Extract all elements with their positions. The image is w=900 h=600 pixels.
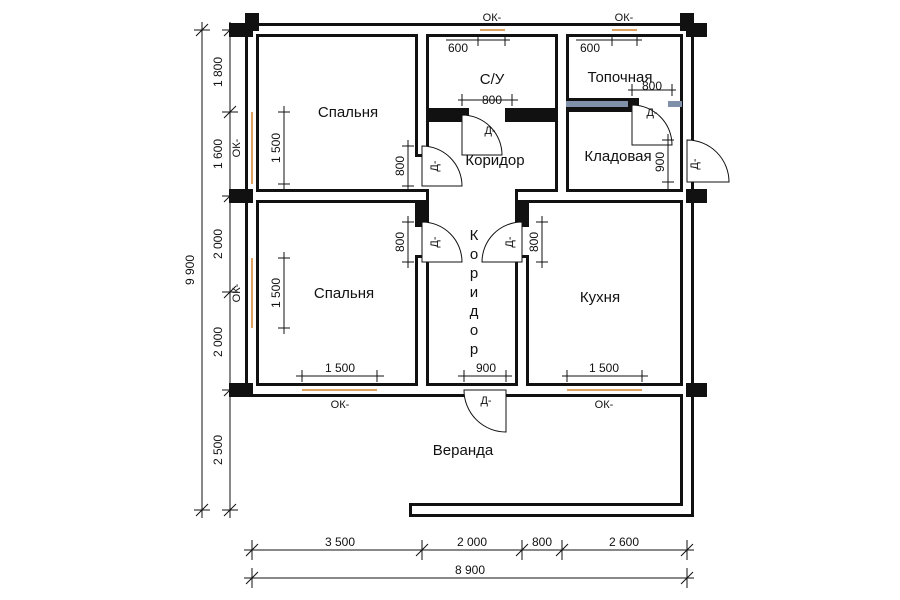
room-bedroom-bottom: Спальня xyxy=(314,285,374,302)
dim-bath-window: 600 xyxy=(448,41,468,55)
dim-bottom-2: 800 xyxy=(532,535,552,549)
svg-text:К: К xyxy=(470,227,479,244)
dim-bedroom-top-door: 800 xyxy=(393,156,407,176)
dim-bedroom-top-window: 1 500 xyxy=(269,133,283,163)
tag-window-kitchen: ОК- xyxy=(595,399,614,411)
svg-text:о: о xyxy=(470,246,478,263)
dim-left-0: 1 800 xyxy=(211,57,225,87)
tag-window-bedroom-bottom-side: ОК- xyxy=(231,283,243,302)
tag-door-bath: Д- xyxy=(484,125,495,137)
room-kitchen: Кухня xyxy=(580,289,620,306)
svg-text:д: д xyxy=(470,303,479,320)
dim-bedroom-bottom-door: 800 xyxy=(393,232,407,252)
svg-text:о: о xyxy=(470,322,478,339)
tag-window-bath: ОК- xyxy=(483,12,502,24)
bottom-dimensions: 3 500 2 000 800 2 600 8 900 xyxy=(244,535,694,588)
tag-window-bedroom-bottom: ОК- xyxy=(331,399,350,411)
tag-window-boiler: ОК- xyxy=(615,12,634,24)
dim-boiler-window: 600 xyxy=(580,41,600,55)
dim-left-2: 2 000 xyxy=(211,229,225,259)
tag-door-bedroom-bottom: Д- xyxy=(429,236,441,247)
interior-dimensions: 600 600 800 800 1 500 800 900 1 500 800 … xyxy=(269,34,676,382)
dim-bath-door: 800 xyxy=(482,93,502,107)
room-pantry: Кладовая xyxy=(584,148,651,165)
boiler-door xyxy=(631,104,673,146)
dim-bottom-1: 2 000 xyxy=(457,535,487,549)
bath-door xyxy=(461,114,503,156)
bedroom-bottom-door xyxy=(421,221,463,263)
dim-bottom-0: 3 500 xyxy=(325,535,355,549)
svg-text:р: р xyxy=(470,265,478,282)
room-corridor-top: Коридор xyxy=(465,152,524,169)
dim-pantry-door: 900 xyxy=(653,152,667,172)
room-veranda: Веранда xyxy=(433,442,494,459)
dim-bedroom-bottom-window-side: 1 500 xyxy=(269,278,283,308)
dim-left-1: 1 600 xyxy=(211,139,225,169)
kitchen-door xyxy=(481,221,523,263)
room-bedroom-top: Спальня xyxy=(318,104,378,121)
dim-left-3: 2 000 xyxy=(211,327,225,357)
tag-door-boiler: Д- xyxy=(646,107,657,119)
dim-bedroom-bottom-window: 1 500 xyxy=(325,361,355,375)
tag-door-pantry: Д- xyxy=(689,158,701,169)
left-dimensions: 1 800 1 600 2 000 2 000 2 500 9 900 xyxy=(183,22,238,518)
dim-left-total: 9 900 xyxy=(183,255,197,285)
svg-text:и: и xyxy=(470,284,478,301)
svg-text:р: р xyxy=(470,341,478,358)
windows xyxy=(251,29,642,391)
dim-veranda-door: 900 xyxy=(476,361,496,375)
dim-left-4: 2 500 xyxy=(211,435,225,465)
room-boiler: Топочная xyxy=(587,69,652,86)
walls xyxy=(229,13,707,517)
room-bath: С/У xyxy=(480,71,505,88)
dim-boiler-door: 800 xyxy=(642,79,662,93)
bedroom-top-door xyxy=(421,145,463,187)
tag-door-bedroom-top: Д- xyxy=(429,160,441,171)
element-tags: ОК- ОК- ОК- ОК- ОК- ОК- Д- Д- Д- Д- Д- Д… xyxy=(231,12,701,411)
dim-bottom-3: 2 600 xyxy=(609,535,639,549)
tag-door-kitchen: Д- xyxy=(504,236,516,247)
doors xyxy=(421,104,730,433)
room-labels: Спальня С/У Топочная Коридор Кладовая Сп… xyxy=(314,69,653,459)
tag-window-bedroom-top: ОК- xyxy=(231,138,243,157)
dim-bottom-total: 8 900 xyxy=(455,563,485,577)
dim-kitchen-door: 800 xyxy=(527,232,541,252)
room-corridor-vertical: К о р и д о р xyxy=(470,227,479,358)
dim-kitchen-window: 1 500 xyxy=(589,361,619,375)
veranda-door xyxy=(463,389,507,433)
tag-door-veranda: Д- xyxy=(480,395,491,407)
pantry-door xyxy=(686,139,730,183)
